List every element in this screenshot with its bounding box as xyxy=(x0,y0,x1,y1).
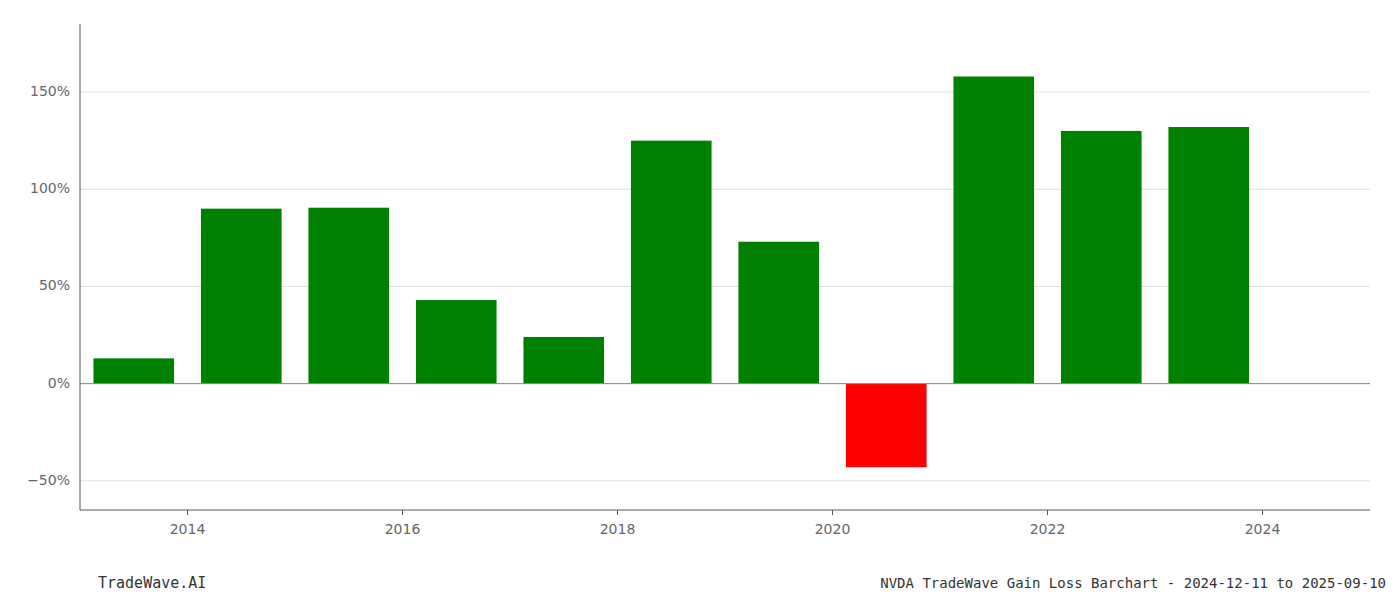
chart-container: −50% 0% 50% 100% 150% 2014 2016 2018 2020 2022 202… xyxy=(0,0,1400,600)
x-tick xyxy=(1047,510,1048,515)
y-tick-label: −50% xyxy=(27,472,70,488)
x-tick-label: 2016 xyxy=(385,521,421,537)
bar xyxy=(631,141,712,384)
y-tick-labels: −50% 0% 50% 100% 150% xyxy=(27,83,70,488)
bar xyxy=(93,358,174,383)
zero-line xyxy=(80,383,1370,384)
x-tick xyxy=(832,510,833,515)
watermark: TradeWave.AI xyxy=(98,574,206,592)
background xyxy=(0,0,1400,600)
x-tick xyxy=(187,510,188,515)
x-tick-label: 2018 xyxy=(600,521,636,537)
y-tick-label: 0% xyxy=(48,375,70,391)
x-tick-label: 2022 xyxy=(1030,521,1066,537)
bar xyxy=(953,76,1034,383)
grid-line xyxy=(80,480,1370,481)
x-axis-line xyxy=(80,510,1370,511)
y-grid xyxy=(80,92,1370,481)
bar xyxy=(416,300,497,384)
bar xyxy=(1168,127,1249,384)
bar xyxy=(1061,131,1142,384)
bar xyxy=(523,337,604,384)
grid-line xyxy=(80,92,1370,93)
x-tick-label: 2020 xyxy=(815,521,851,537)
x-tick-label: 2014 xyxy=(170,521,206,537)
x-tick xyxy=(1262,510,1263,515)
chart-title: NVDA TradeWave Gain Loss Barchart - 2024… xyxy=(880,575,1386,591)
x-tick xyxy=(402,510,403,515)
bar xyxy=(201,209,282,384)
y-tick-label: 100% xyxy=(30,180,70,196)
bar xyxy=(846,384,927,468)
x-tick-labels: 2014 2016 2018 2020 2022 2024 xyxy=(170,510,1281,537)
x-tick xyxy=(617,510,618,515)
grid-line xyxy=(80,383,1370,384)
bars xyxy=(93,76,1249,467)
bar xyxy=(308,208,389,384)
bar xyxy=(738,242,819,384)
y-tick-label: 150% xyxy=(30,83,70,99)
x-tick-label: 2024 xyxy=(1245,521,1281,537)
y-tick-label: 50% xyxy=(39,277,70,293)
y-axis-line xyxy=(80,24,81,510)
chart-svg: −50% 0% 50% 100% 150% 2014 2016 2018 2020 2022 202… xyxy=(0,0,1400,600)
